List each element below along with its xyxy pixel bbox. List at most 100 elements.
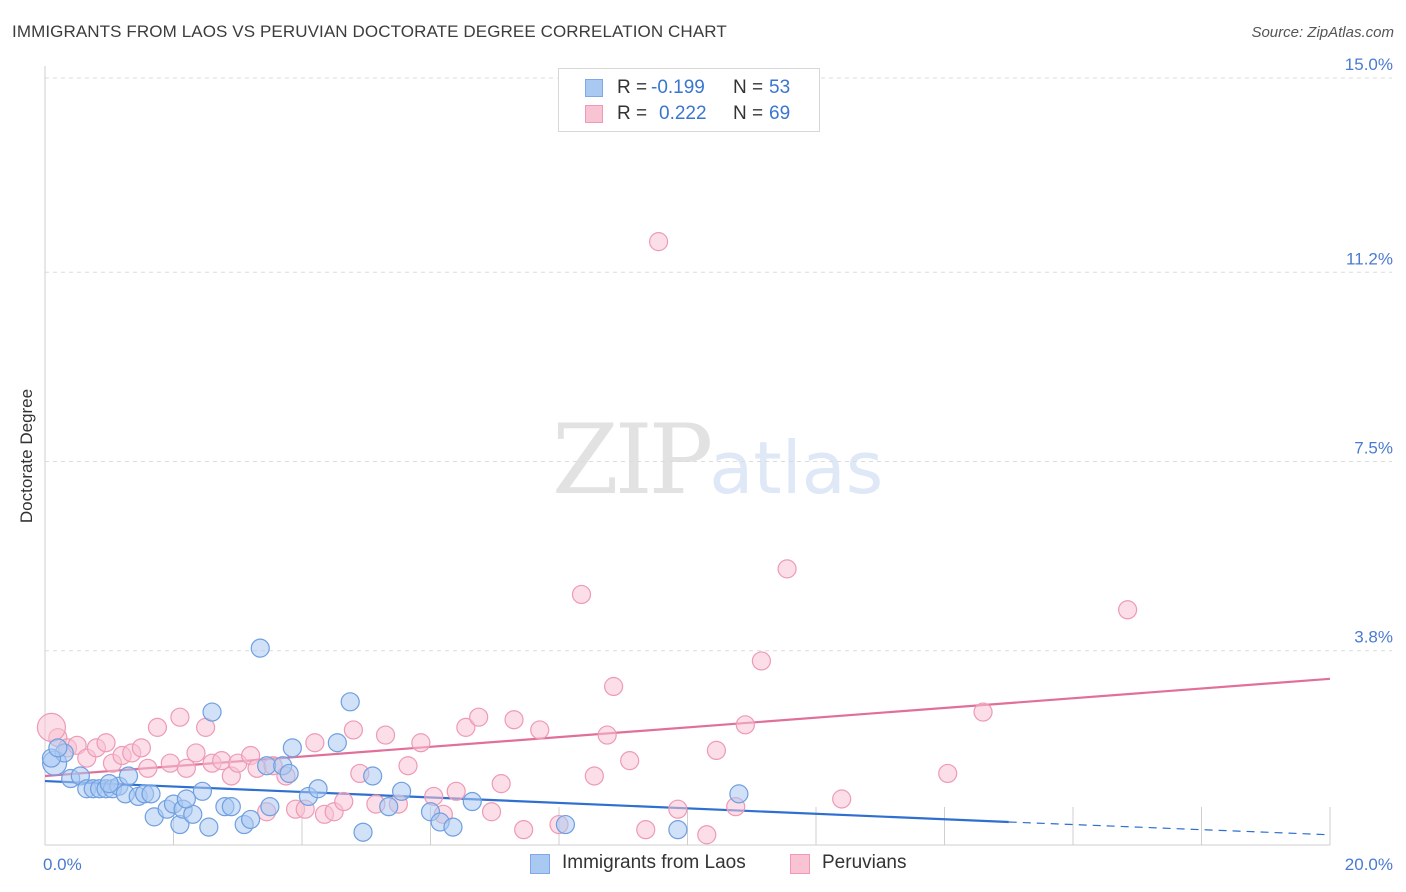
data-point-laos (443, 817, 463, 837)
data-point-peruvians (491, 774, 511, 794)
data-point-laos (48, 738, 68, 758)
legend-r-label: R = (617, 103, 648, 124)
data-point-peruvians (305, 733, 325, 753)
data-point-peruvians (446, 781, 466, 801)
data-point-peruvians (1118, 600, 1138, 620)
legend-r-label: R = (617, 77, 648, 98)
data-point-laos (192, 781, 213, 801)
grid-lines (45, 77, 1392, 652)
data-point-peruvians (343, 720, 363, 740)
data-point-laos (260, 797, 280, 817)
legend-n-value: 53 (769, 77, 791, 98)
data-point-peruvians (504, 710, 524, 730)
tick-labels: 3.8% 7.5% 11.2% 15.0% 0.0% 20.0% (43, 55, 1393, 874)
data-point-laos (353, 822, 373, 842)
bottom-legend-label-laos: Immigrants from Laos (562, 852, 746, 873)
bottom-legend-label-peruvians: Peruvians (822, 852, 907, 873)
correlation-legend: R = -0.199 N = 53 R = 0.222 N = 69 (558, 68, 820, 132)
data-point-laos (221, 797, 241, 817)
source-label: Source: ZipAtlas.com (1251, 24, 1394, 41)
legend-n-label: N = (733, 103, 764, 124)
data-point-peruvians (469, 707, 489, 727)
watermark: ZIPatlas (552, 404, 883, 516)
data-point-peruvians (212, 751, 232, 771)
data-point-laos (199, 817, 219, 837)
data-point-peruvians (832, 789, 852, 809)
y-tick-label: 15.0% (1345, 55, 1393, 74)
data-point-peruvians (604, 676, 624, 697)
data-point-peruvians (131, 738, 151, 758)
data-point-laos (340, 692, 360, 712)
data-point-peruvians (411, 733, 431, 753)
data-point-laos (555, 814, 576, 835)
y-tick-label: 3.8% (1354, 628, 1393, 647)
x-tick-label: 0.0% (43, 855, 82, 874)
data-point-peruvians (375, 725, 396, 745)
data-point-laos (141, 784, 161, 804)
data-point-peruvians (668, 799, 688, 819)
watermark-atlas: atlas (709, 426, 884, 510)
data-point-peruvians (160, 753, 180, 773)
legend-r-value: -0.199 (651, 77, 705, 98)
x-tick-label: 20.0% (1345, 855, 1393, 874)
data-point-peruvians (398, 756, 418, 776)
data-point-peruvians (138, 758, 158, 778)
legend-swatch-peruvians (585, 105, 603, 123)
data-point-laos (202, 702, 222, 722)
data-point-peruvians (648, 232, 669, 252)
data-point-laos (729, 784, 749, 804)
y-axis-label: Doctorate Degree (17, 389, 36, 523)
y-tick-label: 7.5% (1354, 439, 1393, 458)
data-point-laos (250, 638, 270, 658)
bottom-legend-swatch-laos (530, 854, 550, 874)
data-point-peruvians (751, 651, 771, 671)
data-point-peruvians (735, 715, 755, 735)
data-point-laos (241, 809, 261, 830)
data-point-peruvians (481, 802, 502, 822)
data-points (36, 232, 1138, 845)
data-point-peruvians (584, 766, 604, 786)
data-point-peruvians (147, 717, 168, 737)
legend-r-value: 0.222 (659, 103, 707, 124)
data-point-laos (308, 779, 328, 799)
bottom-legend-swatch-peruvians (790, 854, 810, 874)
data-point-peruvians (571, 584, 592, 605)
data-point-peruvians (456, 717, 476, 737)
data-point-peruvians (697, 825, 717, 845)
data-point-peruvians (620, 751, 640, 771)
legend-n-label: N = (733, 77, 764, 98)
data-point-peruvians (514, 820, 534, 840)
data-point-peruvians (170, 707, 190, 727)
data-point-peruvians (96, 733, 116, 753)
data-point-peruvians (597, 725, 617, 745)
data-point-laos (391, 781, 412, 801)
data-point-laos (327, 733, 347, 753)
trend-line-extension-laos (1008, 821, 1331, 836)
data-point-laos (99, 774, 119, 794)
legend-swatch-laos (585, 79, 603, 97)
data-point-peruvians (186, 743, 206, 763)
data-point-peruvians (938, 763, 958, 784)
y-tick-label: 11.2% (1346, 249, 1393, 268)
data-point-laos (379, 797, 399, 817)
data-point-peruvians (334, 791, 354, 812)
data-point-laos (176, 789, 196, 809)
data-point-peruvians (530, 720, 550, 740)
data-point-peruvians (777, 559, 797, 579)
data-point-laos (257, 756, 277, 776)
data-point-laos (282, 738, 302, 758)
chart-title: IMMIGRANTS FROM LAOS VS PERUVIAN DOCTORA… (12, 22, 727, 41)
data-point-laos (668, 820, 688, 840)
data-point-laos (118, 766, 139, 786)
data-point-peruvians (176, 758, 196, 778)
data-point-peruvians (706, 740, 727, 761)
data-point-peruvians (636, 820, 656, 840)
legend-n-value: 69 (769, 103, 791, 124)
data-point-peruvians (973, 702, 993, 722)
data-point-laos (363, 766, 383, 786)
data-point-laos (279, 763, 299, 784)
data-point-peruvians (36, 712, 67, 742)
data-point-laos (462, 791, 482, 812)
watermark-zip: ZIP (552, 404, 713, 516)
